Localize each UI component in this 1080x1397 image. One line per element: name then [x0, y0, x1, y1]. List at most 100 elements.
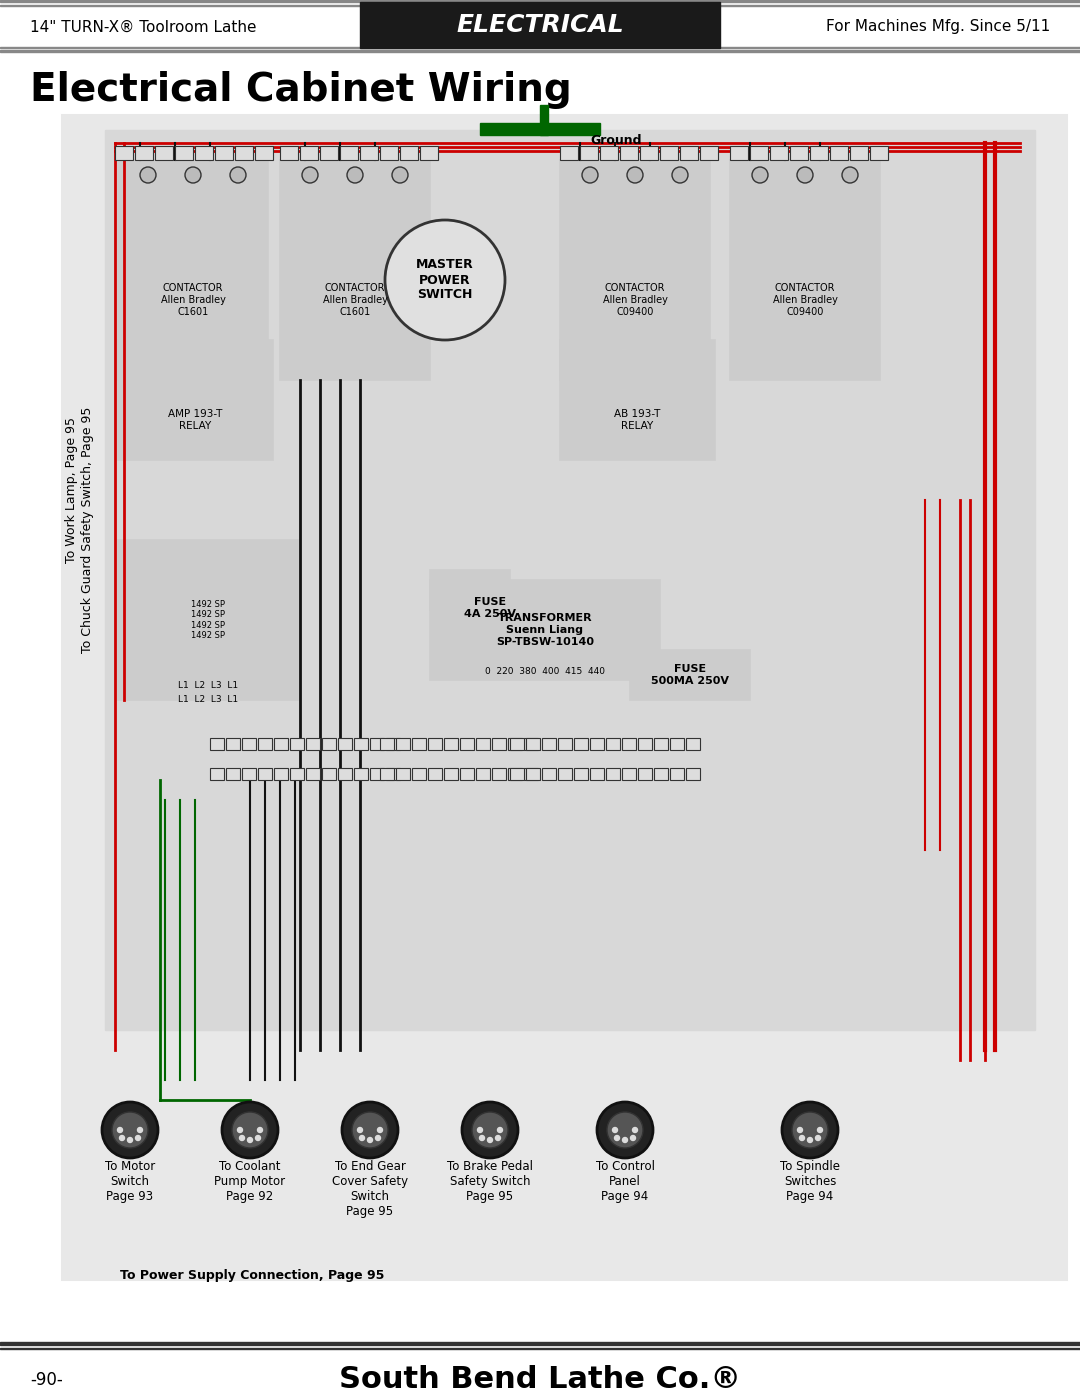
Text: FUSE
500MA 250V: FUSE 500MA 250V — [651, 664, 729, 686]
Text: FUSE
4A 250V: FUSE 4A 250V — [464, 597, 516, 619]
Circle shape — [472, 1112, 508, 1148]
Circle shape — [498, 1127, 502, 1133]
Circle shape — [376, 1136, 380, 1140]
Circle shape — [140, 168, 156, 183]
Bar — [280, 147, 298, 161]
Text: To Control
Panel
Page 94: To Control Panel Page 94 — [595, 1160, 654, 1203]
Bar — [561, 161, 710, 380]
Bar — [606, 738, 620, 750]
Circle shape — [607, 1112, 643, 1148]
Bar — [476, 738, 490, 750]
Bar — [810, 147, 828, 161]
Text: To Brake Pedal
Safety Switch
Page 95: To Brake Pedal Safety Switch Page 95 — [447, 1160, 534, 1203]
Circle shape — [392, 168, 408, 183]
Bar — [654, 738, 669, 750]
Circle shape — [799, 1136, 805, 1140]
Bar — [255, 147, 273, 161]
Bar — [291, 738, 303, 750]
Bar — [428, 768, 442, 780]
Bar — [242, 738, 256, 750]
Bar — [622, 738, 636, 750]
Text: L1  L2  L3  L1: L1 L2 L3 L1 — [178, 694, 238, 704]
Bar — [306, 768, 320, 780]
Circle shape — [367, 1137, 373, 1143]
Bar — [444, 738, 458, 750]
Bar — [210, 768, 224, 780]
Bar — [476, 768, 490, 780]
Bar — [396, 768, 410, 780]
Text: To End Gear
Cover Safety
Switch
Page 95: To End Gear Cover Safety Switch Page 95 — [332, 1160, 408, 1218]
Bar — [430, 580, 660, 680]
Circle shape — [360, 1136, 365, 1140]
Bar — [0, 50, 1080, 52]
Circle shape — [247, 1137, 253, 1143]
Text: To Chuck Guard Safety Switch, Page 95: To Chuck Guard Safety Switch, Page 95 — [81, 407, 95, 654]
Bar — [870, 147, 888, 161]
Bar — [606, 768, 620, 780]
Circle shape — [127, 1137, 133, 1143]
Bar — [0, 1348, 1080, 1350]
Circle shape — [597, 1102, 653, 1158]
Circle shape — [480, 1136, 485, 1140]
Circle shape — [238, 1127, 243, 1133]
Bar — [444, 768, 458, 780]
Bar — [258, 768, 272, 780]
Text: 14" TURN-X® Toolroom Lathe: 14" TURN-X® Toolroom Lathe — [30, 20, 257, 35]
Text: CONTACTOR
Allen Bradley
C09400: CONTACTOR Allen Bradley C09400 — [772, 284, 837, 317]
Circle shape — [357, 1127, 363, 1133]
Bar — [226, 768, 240, 780]
Bar — [320, 147, 338, 161]
Bar — [542, 768, 556, 780]
Text: To Spindle
Switches
Page 94: To Spindle Switches Page 94 — [780, 1160, 840, 1203]
Text: For Machines Mfg. Since 5/11: For Machines Mfg. Since 5/11 — [826, 20, 1050, 35]
Bar — [580, 147, 598, 161]
Bar — [291, 768, 303, 780]
Circle shape — [135, 1136, 140, 1140]
Circle shape — [797, 168, 813, 183]
Bar — [396, 738, 410, 750]
Bar — [360, 1, 720, 47]
Bar — [105, 130, 1035, 1030]
Bar — [730, 147, 748, 161]
Text: To Power Supply Connection, Page 95: To Power Supply Connection, Page 95 — [120, 1268, 384, 1281]
Bar — [460, 768, 474, 780]
Bar — [630, 650, 750, 700]
Circle shape — [137, 1127, 143, 1133]
Bar — [558, 738, 572, 750]
Bar — [380, 738, 394, 750]
Bar — [195, 147, 213, 161]
Text: To Coolant
Pump Motor
Page 92: To Coolant Pump Motor Page 92 — [215, 1160, 285, 1203]
Circle shape — [615, 1136, 620, 1140]
Bar — [274, 738, 288, 750]
Bar — [654, 768, 669, 780]
Bar — [135, 147, 153, 161]
Bar — [573, 768, 588, 780]
Circle shape — [487, 1137, 492, 1143]
Bar — [340, 147, 357, 161]
Bar — [622, 768, 636, 780]
Circle shape — [240, 1136, 244, 1140]
Bar — [118, 339, 273, 460]
Bar — [670, 738, 684, 750]
Circle shape — [842, 168, 858, 183]
Bar — [750, 147, 768, 161]
Bar — [386, 738, 400, 750]
Bar — [561, 147, 578, 161]
Text: AB 193-T
RELAY: AB 193-T RELAY — [615, 409, 661, 430]
Bar — [428, 738, 442, 750]
Bar — [600, 147, 618, 161]
Circle shape — [752, 168, 768, 183]
Bar — [114, 147, 133, 161]
Circle shape — [782, 1102, 838, 1158]
Bar — [370, 768, 384, 780]
Bar — [62, 115, 1067, 1280]
Bar — [300, 147, 318, 161]
Bar — [670, 768, 684, 780]
Bar — [831, 147, 848, 161]
Bar — [638, 768, 652, 780]
Bar — [789, 147, 808, 161]
Bar — [0, 0, 1080, 1]
Text: CONTACTOR
Allen Bradley
C1601: CONTACTOR Allen Bradley C1601 — [323, 284, 388, 317]
Bar — [526, 768, 540, 780]
Bar — [380, 147, 399, 161]
